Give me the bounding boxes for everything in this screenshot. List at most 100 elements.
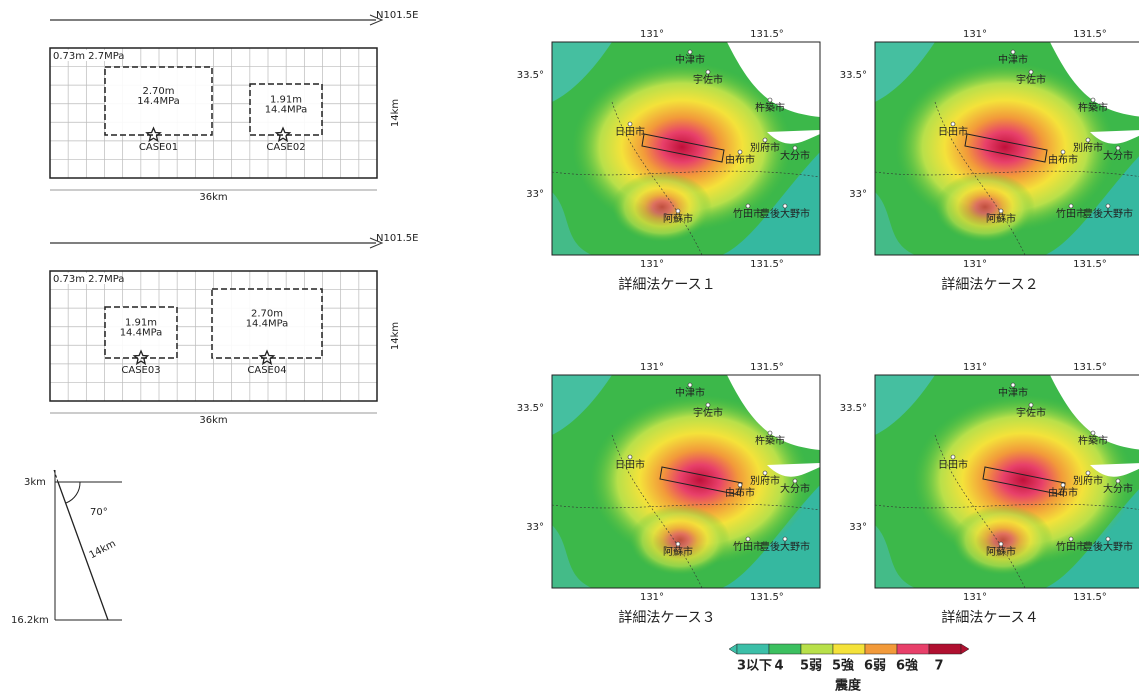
lat-tick-label: 33° [526, 189, 544, 200]
city-dot [768, 98, 772, 102]
city-dot [688, 50, 692, 54]
lat-tick-label: 33° [849, 522, 867, 533]
city-label: 日田市 [938, 125, 968, 138]
lon-tick-label: 131.5° [1073, 259, 1107, 270]
city-label: 竹田市 [1056, 207, 1086, 220]
city-dot [676, 209, 680, 213]
colorbar-cell [929, 644, 961, 654]
lat-tick-label: 33° [849, 189, 867, 200]
city-label: 阿蘇市 [986, 545, 1016, 558]
city-label: 阿蘇市 [663, 212, 693, 225]
colorbar-title: 震度 [834, 678, 862, 694]
city-dot [676, 542, 680, 546]
intensity-zone [953, 505, 1053, 575]
city-dot [1116, 146, 1120, 150]
city-dot [628, 122, 632, 126]
city-label: 宇佐市 [1016, 406, 1046, 419]
city-label: 別府市 [1073, 474, 1103, 487]
asperity-stress: 14.4MPa [120, 328, 163, 339]
colorbar-label: 6強 [896, 658, 918, 674]
city-dot [738, 150, 742, 154]
city-label: 別府市 [750, 474, 780, 487]
city-dot [628, 455, 632, 459]
city-label: 日田市 [938, 458, 968, 471]
map-caption: 詳細法ケース３ [618, 610, 715, 626]
colorbar-label: 3以下 [737, 659, 772, 674]
colorbar-right [961, 644, 969, 654]
lon-tick-label: 131.5° [750, 259, 784, 270]
width-label: 14km [390, 322, 401, 350]
city-label: 豊後大野市 [760, 540, 810, 553]
lon-tick-label: 131° [963, 259, 987, 270]
city-label: 阿蘇市 [663, 545, 693, 558]
asperity-stress: 14.4MPa [137, 96, 180, 107]
city-dot [1011, 50, 1015, 54]
city-dot [783, 537, 787, 541]
length-label: 36km [199, 415, 227, 426]
city-dot [999, 209, 1003, 213]
lat-tick-label: 33.5° [840, 403, 867, 414]
city-label: 杵築市 [1078, 101, 1108, 114]
city-label: 由布市 [725, 486, 755, 499]
width-label: 14km [390, 99, 401, 127]
city-label: 中津市 [675, 53, 705, 66]
city-label: 日田市 [615, 458, 645, 471]
colorbar-label: 6弱 [864, 658, 886, 674]
city-dot [793, 479, 797, 483]
city-dot [1069, 204, 1073, 208]
city-dot [1116, 479, 1120, 483]
colorbar-cell [897, 644, 929, 654]
city-dot [1069, 537, 1073, 541]
background-label: 0.73m 2.7MPa [53, 274, 124, 285]
city-dot [688, 383, 692, 387]
lon-tick-label: 131.5° [750, 362, 784, 373]
city-label: 中津市 [998, 386, 1028, 399]
lat-tick-label: 33.5° [517, 403, 544, 414]
lon-tick-label: 131° [640, 29, 664, 40]
city-label: 杵築市 [755, 434, 785, 447]
lon-tick-label: 131° [963, 362, 987, 373]
direction-label: N101.5E [376, 233, 418, 244]
city-dot [746, 204, 750, 208]
city-dot [1061, 483, 1065, 487]
city-dot [999, 542, 1003, 546]
city-dot [746, 537, 750, 541]
asperity-stress: 14.4MPa [246, 319, 289, 330]
city-dot [1011, 383, 1015, 387]
city-label: 杵築市 [1078, 434, 1108, 447]
map-caption: 詳細法ケース２ [941, 277, 1038, 293]
city-label: 豊後大野市 [1083, 207, 1133, 220]
colorbar-left [729, 644, 737, 654]
city-dot [951, 122, 955, 126]
top-depth: 3km [24, 477, 46, 488]
city-dot [1029, 403, 1033, 407]
city-dot [1106, 537, 1110, 541]
city-label: 由布市 [1048, 486, 1078, 499]
city-label: 竹田市 [733, 207, 763, 220]
city-label: 大分市 [1103, 482, 1133, 495]
lon-tick-label: 131.5° [750, 592, 784, 603]
length-label: 36km [199, 192, 227, 203]
case-label: CASE03 [121, 365, 160, 376]
city-dot [951, 455, 955, 459]
city-label: 宇佐市 [693, 73, 723, 86]
lon-tick-label: 131° [963, 29, 987, 40]
colorbar-label: 4 [774, 659, 783, 674]
city-label: 杵築市 [755, 101, 785, 114]
asperity-stress: 14.4MPa [265, 105, 308, 116]
colorbar-cell [769, 644, 801, 654]
lon-tick-label: 131.5° [1073, 592, 1107, 603]
map-caption: 詳細法ケース１ [618, 277, 715, 293]
intensity-zone [612, 172, 712, 242]
city-dot [738, 483, 742, 487]
city-label: 別府市 [1073, 141, 1103, 154]
city-dot [763, 471, 767, 475]
direction-label: N101.5E [376, 10, 418, 21]
dip-angle: 70° [90, 507, 108, 518]
city-label: 由布市 [1048, 153, 1078, 166]
lat-tick-label: 33.5° [517, 70, 544, 81]
city-dot [1091, 98, 1095, 102]
intensity-zone [935, 172, 1035, 242]
city-label: 竹田市 [1056, 540, 1086, 553]
intensity-zone [630, 505, 730, 575]
